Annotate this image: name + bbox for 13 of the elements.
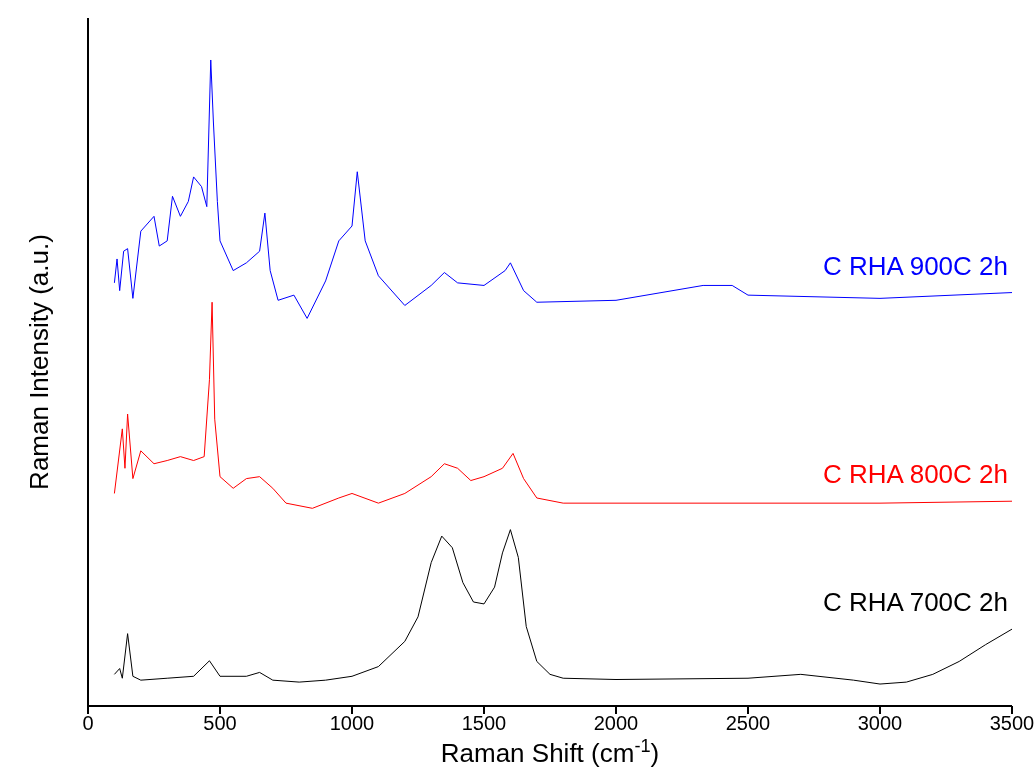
- x-tick-label: 3500: [989, 712, 1035, 735]
- series-label: C RHA 800C 2h: [823, 459, 1008, 490]
- x-tick-label: 500: [203, 712, 237, 735]
- x-tick-label: 1500: [461, 712, 507, 735]
- series-label: C RHA 700C 2h: [823, 587, 1008, 618]
- y-axis-title: Raman Intensity (a.u.): [24, 234, 54, 490]
- x-tick-label: 3000: [857, 712, 903, 735]
- x-tick-label: 0: [82, 712, 94, 735]
- series-label: C RHA 900C 2h: [823, 250, 1008, 281]
- x-tick-label: 2000: [593, 712, 639, 735]
- x-tick-label: 2500: [725, 712, 771, 735]
- x-tick-label: 1000: [329, 712, 375, 735]
- x-axis-title: Raman Shift (cm$^{-1}$): [440, 736, 660, 768]
